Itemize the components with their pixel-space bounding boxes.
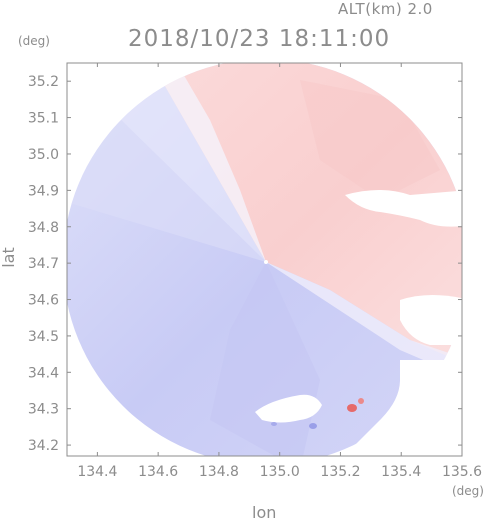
y-tick-label: 34.4 [28, 365, 59, 381]
y-tick-label: 35.2 [28, 74, 59, 90]
y-axis-ticks: 35.2 35.1 35.0 34.9 34.8 34.7 34.6 34.5 34.4 34.3… [28, 74, 462, 454]
y-tick-label: 34.9 [28, 183, 59, 199]
x-tick-label: 135.4 [381, 464, 421, 480]
no-echo-area-southeast [400, 295, 462, 345]
y-tick-label: 34.5 [28, 329, 59, 345]
x-tick-label: 134.6 [138, 464, 178, 480]
no-echo-area-coast [255, 394, 322, 423]
y-tick-label: 34.6 [28, 293, 59, 309]
echo-cell-blue [309, 423, 317, 429]
echo-cell-red-small [358, 398, 364, 404]
y-tick-label: 34.8 [28, 220, 59, 236]
y-axis-unit: (deg) [18, 34, 50, 48]
neutral-band-south [266, 262, 462, 380]
x-axis-unit: (deg) [452, 484, 484, 498]
x-axis-label: lon [252, 503, 277, 522]
no-echo-area-south [344, 360, 462, 456]
y-tick-label: 35.1 [28, 111, 59, 127]
x-tick-label: 135.6 [442, 464, 482, 480]
no-echo-area-east [345, 190, 462, 227]
x-tick-label: 135.0 [260, 464, 300, 480]
y-tick-label: 35.0 [28, 147, 59, 163]
echo-cell-red [347, 404, 357, 412]
radar-site-marker [264, 260, 268, 264]
x-tick-label: 135.2 [320, 464, 360, 480]
x-tick-label: 134.4 [77, 464, 117, 480]
plot-frame [66, 62, 463, 457]
y-tick-label: 34.7 [28, 256, 59, 272]
x-tick-label: 134.8 [199, 464, 239, 480]
neutral-band [150, 63, 266, 262]
y-tick-label: 34.3 [28, 402, 59, 418]
x-axis-ticks: 134.4 134.6 134.8 135.0 135.2 135.4 135.6 [77, 63, 482, 480]
altitude-label: ALT(km) 2.0 [338, 0, 433, 18]
echo-cell-blue-small [271, 422, 277, 426]
timestamp-title: 2018/10/23 18:11:00 [128, 26, 391, 52]
radar-disc [67, 63, 462, 456]
y-tick-label: 34.2 [28, 438, 59, 454]
